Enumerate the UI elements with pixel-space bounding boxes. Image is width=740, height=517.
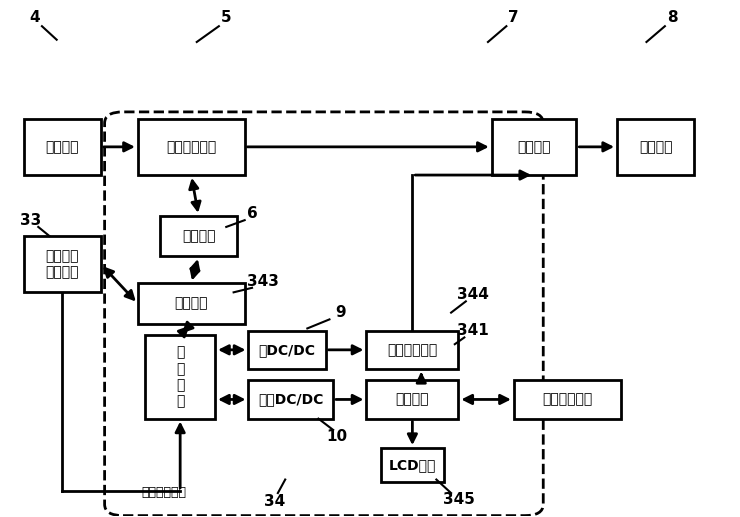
Text: 6: 6 bbox=[246, 206, 258, 221]
Text: 电力主控单元: 电力主控单元 bbox=[141, 486, 186, 499]
Text: 341: 341 bbox=[457, 323, 489, 338]
Text: 逆变升压电路: 逆变升压电路 bbox=[387, 343, 437, 357]
FancyBboxPatch shape bbox=[24, 119, 101, 175]
Text: 344: 344 bbox=[457, 287, 489, 302]
Text: 辅助DC/DC: 辅助DC/DC bbox=[258, 392, 323, 406]
Text: 转换开关: 转换开关 bbox=[517, 140, 551, 154]
Text: 主DC/DC: 主DC/DC bbox=[258, 343, 315, 357]
Text: 公共电网: 公共电网 bbox=[45, 140, 79, 154]
FancyBboxPatch shape bbox=[366, 381, 459, 419]
Text: 蓄
电
池
组: 蓄 电 池 组 bbox=[176, 345, 184, 408]
Text: 微控制器: 微控制器 bbox=[396, 392, 429, 406]
FancyBboxPatch shape bbox=[24, 236, 101, 292]
Text: 充电电路: 充电电路 bbox=[175, 297, 208, 311]
FancyBboxPatch shape bbox=[249, 331, 326, 369]
Text: 10: 10 bbox=[326, 429, 347, 444]
Text: 风光互补
控制单元: 风光互补 控制单元 bbox=[45, 249, 79, 279]
Text: 33: 33 bbox=[20, 212, 41, 227]
Text: 5: 5 bbox=[221, 10, 232, 25]
FancyBboxPatch shape bbox=[381, 448, 444, 482]
FancyBboxPatch shape bbox=[249, 381, 333, 419]
Text: 降压电路: 降压电路 bbox=[182, 229, 215, 243]
FancyBboxPatch shape bbox=[145, 335, 215, 419]
Text: 8: 8 bbox=[667, 10, 678, 25]
Text: 343: 343 bbox=[247, 273, 279, 288]
FancyBboxPatch shape bbox=[138, 283, 245, 324]
Text: 345: 345 bbox=[443, 492, 474, 507]
FancyBboxPatch shape bbox=[617, 119, 694, 175]
Text: 34: 34 bbox=[263, 494, 285, 509]
FancyBboxPatch shape bbox=[514, 381, 621, 419]
FancyBboxPatch shape bbox=[160, 216, 238, 256]
FancyBboxPatch shape bbox=[491, 119, 576, 175]
FancyBboxPatch shape bbox=[138, 119, 245, 175]
Text: 4: 4 bbox=[30, 10, 40, 25]
Text: 家用负载: 家用负载 bbox=[639, 140, 673, 154]
Text: LCD模块: LCD模块 bbox=[388, 458, 436, 472]
Text: 9: 9 bbox=[335, 305, 346, 320]
FancyBboxPatch shape bbox=[366, 331, 459, 369]
Text: 射频通信模块: 射频通信模块 bbox=[542, 392, 592, 406]
Text: 7: 7 bbox=[508, 10, 519, 25]
Text: 整流滤波电路: 整流滤波电路 bbox=[166, 140, 216, 154]
